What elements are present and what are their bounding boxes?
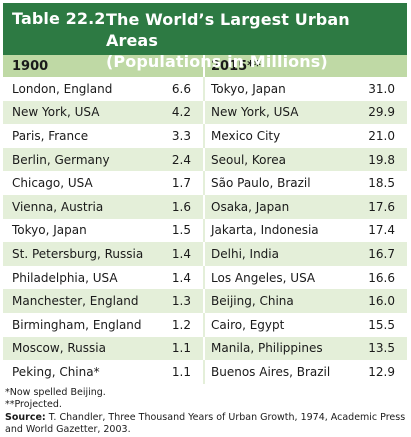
population-1900: 1.6 bbox=[159, 194, 204, 219]
population-2015: 21.0 bbox=[362, 124, 407, 148]
city-2015: Delhi, India bbox=[203, 242, 362, 266]
population-2015: 18.5 bbox=[362, 171, 407, 195]
city-2015: Manila, Philippines bbox=[203, 336, 362, 361]
population-2015: 15.5 bbox=[362, 312, 407, 337]
city-2015: Los Angeles, USA bbox=[203, 265, 362, 290]
city-2015: Osaka, Japan bbox=[203, 194, 362, 219]
table-row: Birmingham, England 1.2 Cairo, Egypt 15.5 bbox=[3, 312, 407, 337]
city-1900: London, England bbox=[3, 77, 159, 101]
population-2015: 17.4 bbox=[362, 218, 407, 243]
city-2015: Jakarta, Indonesia bbox=[203, 218, 362, 243]
population-1900: 1.7 bbox=[159, 171, 204, 195]
table-title: The World’s Largest Urban Areas (Populat… bbox=[106, 9, 407, 72]
city-2015: Seoul, Korea bbox=[203, 147, 362, 172]
table-title-bar: Table 22.2 The World’s Largest Urban Are… bbox=[3, 3, 407, 71]
population-1900: 1.5 bbox=[159, 218, 204, 243]
table-row: Vienna, Austria 1.6 Osaka, Japan 17.6 bbox=[3, 194, 407, 219]
column-header-1900: 1900 bbox=[3, 55, 204, 77]
population-1900: 2.4 bbox=[159, 147, 204, 172]
table-row: Peking, China* 1.1 Buenos Aires, Brazil 12.… bbox=[3, 360, 407, 384]
table-row: New York, USA 4.2 New York, USA 29.9 bbox=[3, 100, 407, 125]
city-1900: St. Petersburg, Russia bbox=[3, 242, 159, 266]
population-1900: 4.2 bbox=[159, 100, 204, 125]
column-header-row: 1900 2015** bbox=[3, 55, 407, 77]
population-2015: 16.6 bbox=[362, 265, 407, 290]
table-row: Berlin, Germany 2.4 Seoul, Korea 19.8 bbox=[3, 147, 407, 172]
footnote-projected: **Projected. bbox=[5, 399, 62, 411]
city-2015: New York, USA bbox=[203, 100, 362, 125]
population-2015: 17.6 bbox=[362, 194, 407, 219]
city-1900: Tokyo, Japan bbox=[3, 218, 159, 243]
population-2015: 29.9 bbox=[362, 100, 407, 125]
table-row: Manchester, England 1.3 Beijing, China 16.0 bbox=[3, 289, 407, 313]
population-1900: 1.3 bbox=[159, 289, 204, 313]
city-2015: Beijing, China bbox=[203, 289, 362, 313]
table-row: London, England 6.6 Tokyo, Japan 31.0 bbox=[3, 77, 407, 101]
source-text: T. Chandler, Three Thousand Years of Urb… bbox=[5, 411, 406, 436]
population-1900: 1.2 bbox=[159, 312, 204, 337]
city-1900: Chicago, USA bbox=[3, 171, 159, 195]
city-2015: Tokyo, Japan bbox=[203, 77, 362, 101]
population-2015: 31.0 bbox=[362, 77, 407, 101]
column-header-2015: 2015** bbox=[203, 55, 407, 77]
city-1900: Vienna, Austria bbox=[3, 194, 159, 219]
city-1900: Peking, China* bbox=[3, 360, 159, 384]
table-row: Philadelphia, USA 1.4 Los Angeles, USA 16.6 bbox=[3, 265, 407, 290]
population-1900: 3.3 bbox=[159, 124, 204, 148]
table-row: Chicago, USA 1.7 São Paulo, Brazil 18.5 bbox=[3, 171, 407, 195]
city-1900: Moscow, Russia bbox=[3, 336, 159, 361]
footnote-beijing: *Now spelled Beijing. bbox=[5, 386, 106, 398]
population-2015: 19.8 bbox=[362, 147, 407, 172]
population-1900: 6.6 bbox=[159, 77, 204, 101]
table-row: Paris, France 3.3 Mexico City 21.0 bbox=[3, 124, 407, 148]
table-row: St. Petersburg, Russia 1.4 Delhi, India 16.… bbox=[3, 242, 407, 266]
table-notes: *Now spelled Beijing. **Projected. Sourc… bbox=[3, 387, 407, 437]
source-label: Source: bbox=[5, 411, 46, 423]
population-2015: 16.0 bbox=[362, 289, 407, 313]
population-2015: 16.7 bbox=[362, 242, 407, 266]
population-2015: 13.5 bbox=[362, 336, 407, 361]
city-1900: Philadelphia, USA bbox=[3, 265, 159, 290]
population-1900: 1.4 bbox=[159, 242, 204, 266]
city-2015: Cairo, Egypt bbox=[203, 312, 362, 337]
city-2015: São Paulo, Brazil bbox=[203, 171, 362, 195]
table-row: Moscow, Russia 1.1 Manila, Philippines 13.5 bbox=[3, 336, 407, 361]
urban-areas-table: 1900 2015** London, England 6.6 Tokyo, Jap… bbox=[3, 55, 407, 384]
city-1900: Birmingham, England bbox=[3, 312, 159, 337]
population-1900: 1.4 bbox=[159, 265, 204, 290]
city-2015: Mexico City bbox=[203, 124, 362, 148]
city-1900: New York, USA bbox=[3, 100, 159, 125]
table-label: Table 22.2 bbox=[12, 9, 106, 28]
source-note: Source: T. Chandler, Three Thousand Year… bbox=[5, 412, 407, 437]
population-2015: 12.9 bbox=[362, 360, 407, 384]
table-figure: Table 22.2 The World’s Largest Urban Are… bbox=[3, 3, 407, 437]
city-1900: Berlin, Germany bbox=[3, 147, 159, 172]
city-1900: Paris, France bbox=[3, 124, 159, 148]
city-1900: Manchester, England bbox=[3, 289, 159, 313]
city-2015: Buenos Aires, Brazil bbox=[203, 360, 362, 384]
population-1900: 1.1 bbox=[159, 336, 204, 361]
population-1900: 1.1 bbox=[159, 360, 204, 384]
table-title-line-1: The World’s Largest Urban Areas bbox=[106, 10, 350, 50]
table-row: Tokyo, Japan 1.5 Jakarta, Indonesia 17.4 bbox=[3, 218, 407, 243]
table-title-line-2: (Populations in Millions) bbox=[106, 52, 328, 71]
